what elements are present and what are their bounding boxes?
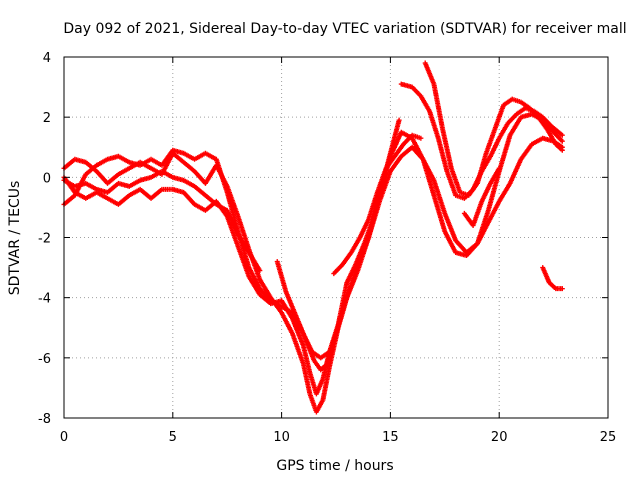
data-point [396,117,402,123]
x-tick-label: 15 [382,430,399,445]
series-7 [398,81,565,201]
series-10 [540,265,565,292]
series-9 [461,165,502,228]
data-point [257,268,263,274]
x-tick-label: 5 [169,430,177,445]
data-point [496,165,502,171]
y-tick-label: -4 [38,292,51,307]
series-8 [422,60,565,198]
data-point [559,132,565,138]
x-tick-label: 10 [273,430,290,445]
y-tick-label: 4 [43,51,51,66]
data-point [559,147,565,153]
chart-title: Day 092 of 2021, Sidereal Day-to-day VTE… [63,21,626,37]
y-tick-label: -6 [38,352,51,367]
data-point [418,135,424,141]
series-6 [331,132,424,277]
x-axis-title: GPS time / hours [276,458,393,474]
x-tick-label: 25 [600,430,617,445]
y-tick-label: -2 [38,232,51,247]
data-point [559,286,565,292]
y-tick-label: 0 [43,171,51,186]
y-axis-title: SDTVAR / TECUs [7,181,23,296]
data-point [559,138,565,144]
ticks: 0 5 10 15 20 25 -8 -6 -4 -2 0 2 4 [38,51,616,445]
y-tick-label: -8 [38,412,51,427]
x-tick-label: 20 [491,430,508,445]
x-tick-label: 0 [60,430,68,445]
y-tick-label: 2 [43,111,51,126]
